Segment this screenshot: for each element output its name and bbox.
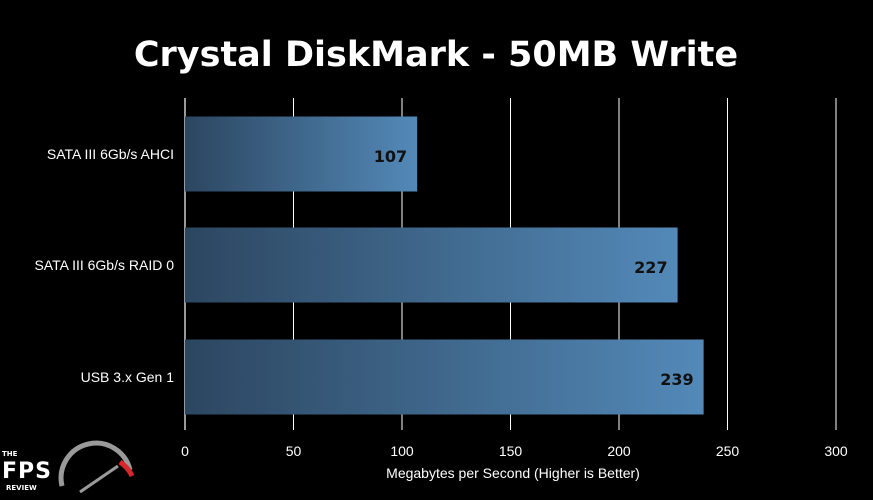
data-labels: 107 227 239: [374, 147, 694, 389]
x-tick-label: 100: [390, 443, 414, 459]
category-label: SATA III 6Gb/s RAID 0: [34, 257, 174, 273]
logo-fps-text: FPS: [2, 459, 52, 484]
x-tick-label: 200: [607, 443, 631, 459]
logo-review-text: REVIEW: [6, 484, 37, 492]
logo-the-text: THE: [2, 450, 18, 458]
x-tick-label: 50: [286, 443, 302, 459]
fps-review-logo: THE FPS REVIEW: [2, 440, 135, 494]
category-label: SATA III 6Gb/s AHCI: [47, 146, 174, 162]
x-tick-label: 300: [824, 443, 848, 459]
speedometer-arc-icon: [58, 440, 133, 487]
x-tick-labels: 0 50 100 150 200 250 300: [181, 443, 848, 459]
x-axis-label: Megabytes per Second (Higher is Better): [386, 465, 640, 481]
x-tick-label: 0: [181, 443, 189, 459]
category-labels: SATA III 6Gb/s AHCI SATA III 6Gb/s RAID 0…: [34, 146, 174, 385]
category-label: USB 3.x Gen 1: [81, 369, 175, 385]
data-label: 107: [374, 147, 407, 166]
bar: [185, 116, 418, 192]
bars: [185, 116, 704, 415]
speedometer-redline-icon: [118, 459, 135, 478]
data-label: 239: [660, 370, 693, 389]
bar: [185, 227, 678, 303]
chart-title: Crystal DiskMark - 50MB Write: [134, 35, 738, 75]
data-label: 227: [634, 258, 667, 277]
bar: [185, 339, 704, 415]
speedometer-needle-icon: [79, 464, 119, 494]
x-tick-label: 250: [716, 443, 740, 459]
x-tick-label: 150: [499, 443, 523, 459]
